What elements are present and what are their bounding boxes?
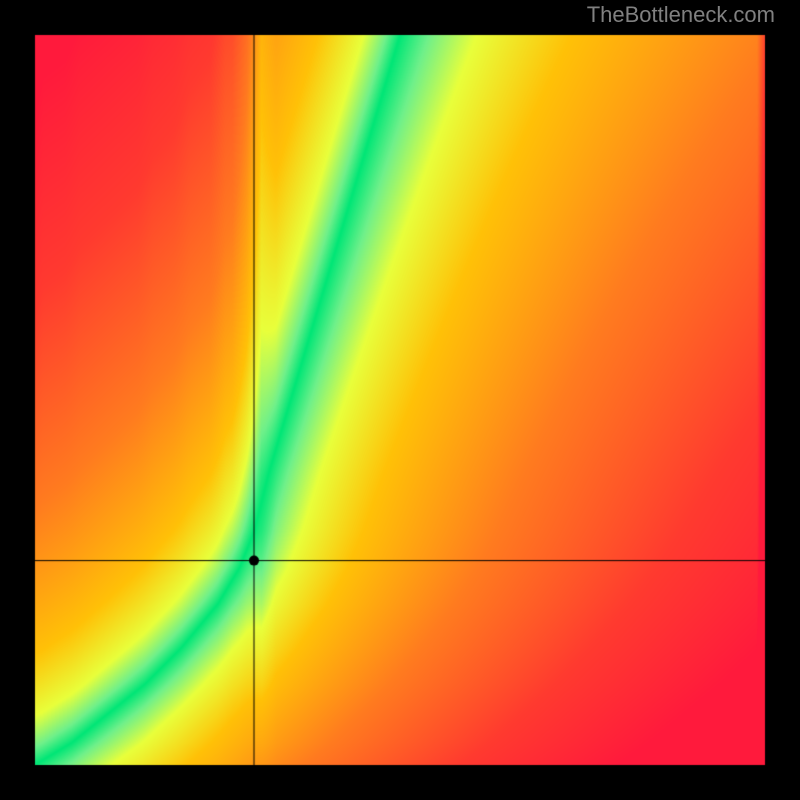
watermark-text: TheBottleneck.com	[587, 2, 775, 28]
bottleneck-heatmap	[0, 0, 800, 800]
